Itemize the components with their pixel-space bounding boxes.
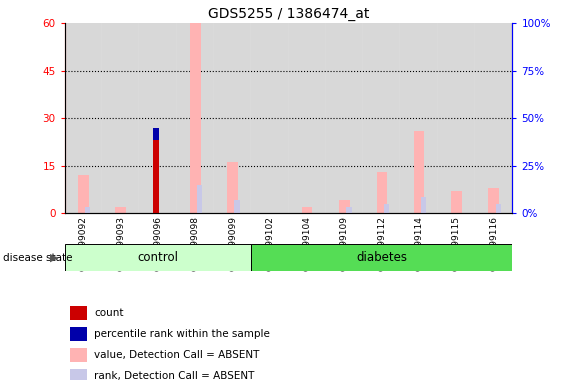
Bar (421, 197, 426, 213)
Bar (115, 207, 126, 213)
Bar (214, 23, 251, 213)
Bar (451, 191, 462, 213)
Bar (377, 172, 387, 213)
Title: GDS5255 / 1386474_at: GDS5255 / 1386474_at (208, 7, 369, 21)
Bar (326, 23, 363, 213)
Bar (85, 207, 91, 213)
Bar (251, 244, 512, 271)
Bar (251, 23, 288, 213)
Text: disease state: disease state (3, 253, 72, 263)
Bar (234, 200, 240, 213)
Bar (65, 23, 102, 213)
Text: value, Detection Call = ABSENT: value, Detection Call = ABSENT (95, 350, 260, 360)
Bar (363, 23, 400, 213)
Bar (140, 23, 177, 213)
Text: control: control (137, 251, 178, 264)
Bar (495, 204, 501, 213)
Bar (339, 200, 350, 213)
Text: ▶: ▶ (50, 253, 58, 263)
Bar (302, 207, 312, 213)
Text: rank, Detection Call = ABSENT: rank, Detection Call = ABSENT (95, 371, 255, 381)
Bar (414, 131, 425, 213)
Text: percentile rank within the sample: percentile rank within the sample (95, 329, 270, 339)
Bar (383, 204, 389, 213)
Bar (70, 369, 87, 382)
Bar (227, 162, 238, 213)
Text: count: count (95, 308, 124, 318)
Bar (438, 23, 475, 213)
Bar (102, 23, 139, 213)
Bar (489, 188, 499, 213)
Bar (346, 207, 351, 213)
Bar (70, 348, 87, 362)
Bar (289, 23, 326, 213)
Bar (190, 23, 200, 213)
Bar (197, 185, 202, 213)
Bar (78, 175, 88, 213)
Text: diabetes: diabetes (356, 251, 407, 264)
Bar (153, 127, 159, 140)
Bar (177, 23, 214, 213)
Bar (153, 140, 159, 213)
Bar (65, 244, 251, 271)
Bar (475, 23, 512, 213)
Bar (400, 23, 438, 213)
Bar (70, 306, 87, 320)
Bar (70, 327, 87, 341)
